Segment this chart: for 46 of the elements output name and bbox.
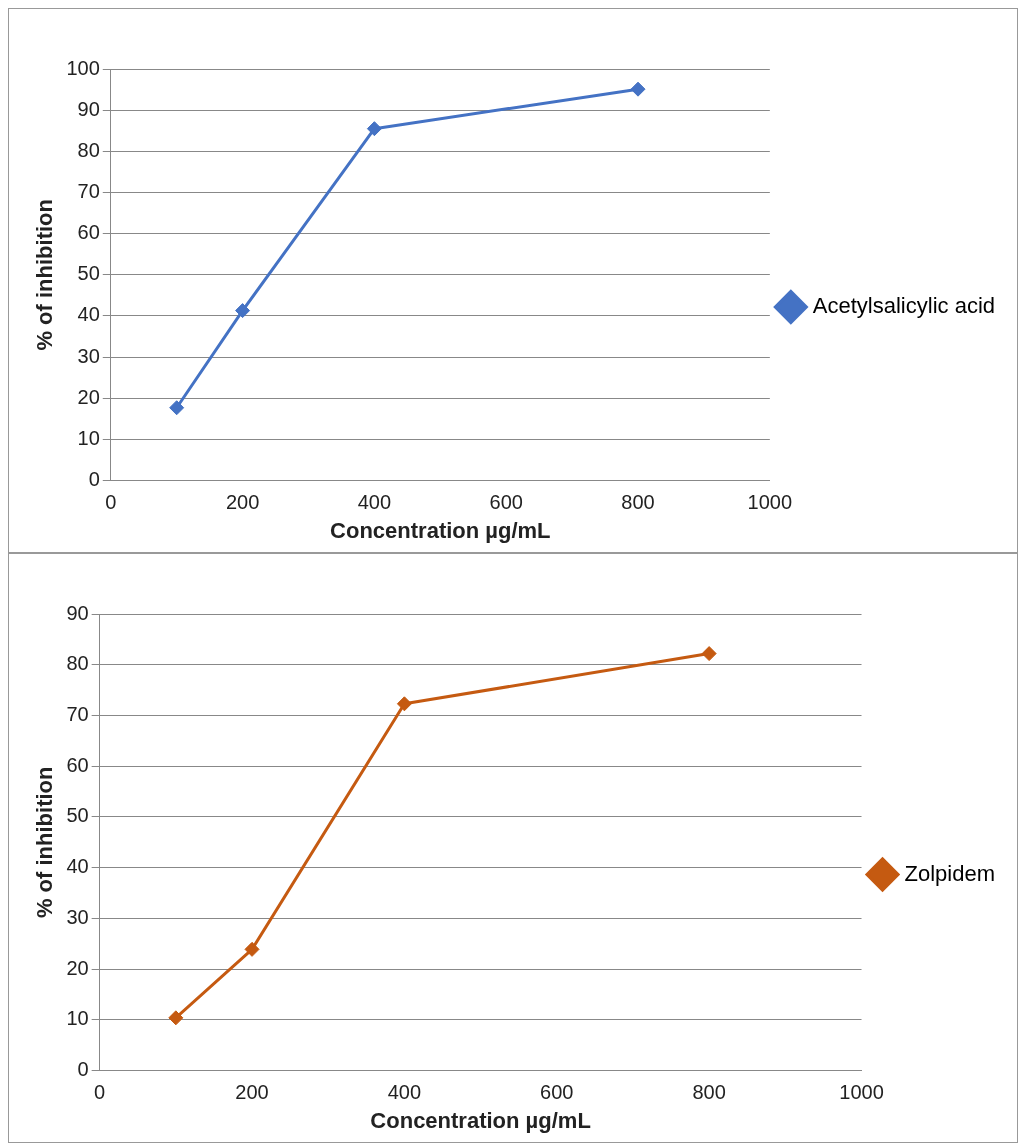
x-tick-label: 1000 bbox=[747, 491, 793, 514]
x-axis-title: Concentration µg/mL bbox=[370, 1107, 591, 1133]
x-tick-label: 400 bbox=[357, 491, 392, 514]
x-axis-title: Concentration µg/mL bbox=[330, 517, 551, 543]
y-tick-label: 0 bbox=[77, 1058, 89, 1081]
y-tick-label: 100 bbox=[66, 56, 100, 79]
y-tick-label: 10 bbox=[77, 426, 100, 449]
y-tick-label: 90 bbox=[77, 97, 100, 120]
y-tick-label: 40 bbox=[77, 303, 100, 326]
y-tick-label: 50 bbox=[77, 262, 100, 285]
point bbox=[169, 400, 185, 416]
y-tick-label: 40 bbox=[66, 855, 89, 878]
x-tick-label: 200 bbox=[235, 1081, 269, 1104]
point bbox=[235, 303, 251, 319]
x-tick-label: 800 bbox=[692, 1081, 726, 1104]
y-tick-label: 10 bbox=[66, 1007, 89, 1030]
y-tick-label: 70 bbox=[77, 180, 100, 202]
x-tick-label: 0 bbox=[105, 491, 117, 514]
legend-label: Acetylsalicylic acid bbox=[812, 293, 996, 319]
x-tick-label: 800 bbox=[621, 491, 655, 514]
y-tick-label: 70 bbox=[66, 702, 89, 725]
point bbox=[396, 696, 412, 712]
y-tick-label: 90 bbox=[66, 601, 89, 624]
y-tick-label: 60 bbox=[66, 753, 89, 776]
y-tick-label: 30 bbox=[77, 344, 100, 367]
point bbox=[168, 1010, 184, 1026]
y-tick-label: 20 bbox=[77, 385, 100, 408]
y-tick-label: 80 bbox=[77, 138, 100, 161]
point bbox=[366, 121, 382, 137]
x-tick-label: 400 bbox=[387, 1081, 422, 1104]
y-tick-label: 80 bbox=[66, 652, 89, 675]
point bbox=[630, 81, 646, 97]
x-tick-label: 600 bbox=[540, 1081, 574, 1104]
point bbox=[701, 646, 717, 662]
y-axis-title: % of inhibition bbox=[32, 766, 58, 919]
y-tick-label: 20 bbox=[66, 956, 89, 979]
x-tick-label: 200 bbox=[225, 491, 260, 514]
y-axis-title: % of inhibition bbox=[32, 199, 58, 351]
x-tick-label: 1000 bbox=[839, 1081, 884, 1104]
legend-label: Zolpidem bbox=[904, 860, 995, 886]
y-tick-label: 0 bbox=[88, 468, 100, 491]
y-tick-label: 30 bbox=[66, 905, 89, 928]
point bbox=[244, 941, 260, 957]
y-tick-label: 60 bbox=[77, 221, 100, 244]
x-tick-label: 600 bbox=[489, 491, 523, 514]
y-tick-label: 50 bbox=[66, 804, 89, 827]
